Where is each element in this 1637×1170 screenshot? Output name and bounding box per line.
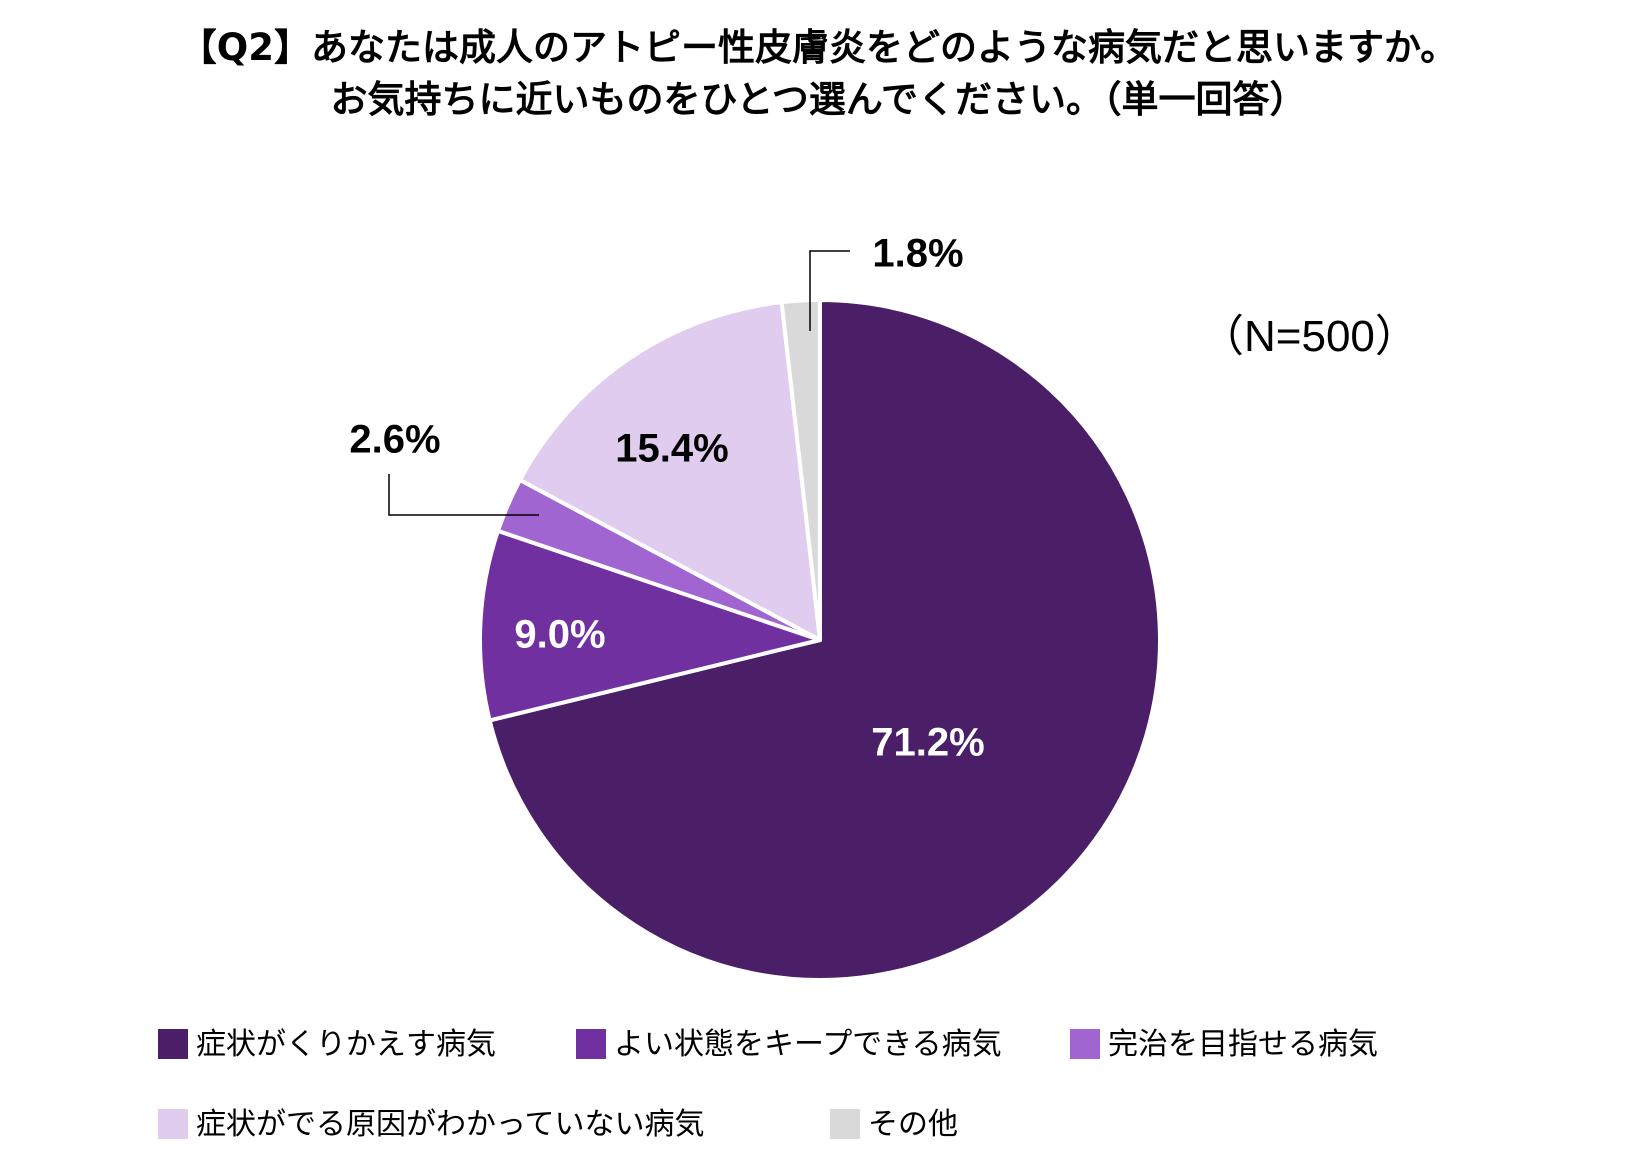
pie-slice — [779, 298, 822, 642]
chart-title-line-2: お気持ちに近いものをひとつ選んでください。（単一回答） — [330, 78, 1307, 121]
legend-swatch — [830, 1109, 860, 1139]
legend-swatch — [158, 1029, 188, 1059]
pie-slice — [487, 298, 1162, 982]
data-label: 1.8% — [872, 232, 963, 276]
pie-slice — [478, 528, 822, 723]
legend-label: 症状がくりかえす病気 — [196, 1027, 496, 1062]
legend-label: よい状態をキープできる病気 — [614, 1027, 1002, 1062]
legend-swatch — [158, 1109, 188, 1139]
data-label: 2.6% — [349, 418, 440, 462]
legend-label: 症状がでる原因がわかっていない病気 — [196, 1107, 705, 1142]
data-label: 15.4% — [615, 427, 728, 471]
legend-swatch — [576, 1029, 606, 1059]
legend-label: その他 — [868, 1107, 958, 1142]
legend-label: 完治を目指せる病気 — [1108, 1027, 1378, 1062]
pie-slice — [518, 300, 822, 642]
data-label: 71.2% — [871, 721, 984, 765]
leader-line — [809, 250, 850, 331]
sample-size-note: （N=500） — [1200, 312, 1419, 361]
legend-swatch — [1070, 1029, 1100, 1059]
leader-line — [388, 474, 539, 516]
data-label: 9.0% — [514, 613, 605, 657]
chart-title-line-1: 【Q2】あなたは成人のアトピー性皮膚炎をどのような病気だと思いますか。 — [179, 26, 1458, 69]
